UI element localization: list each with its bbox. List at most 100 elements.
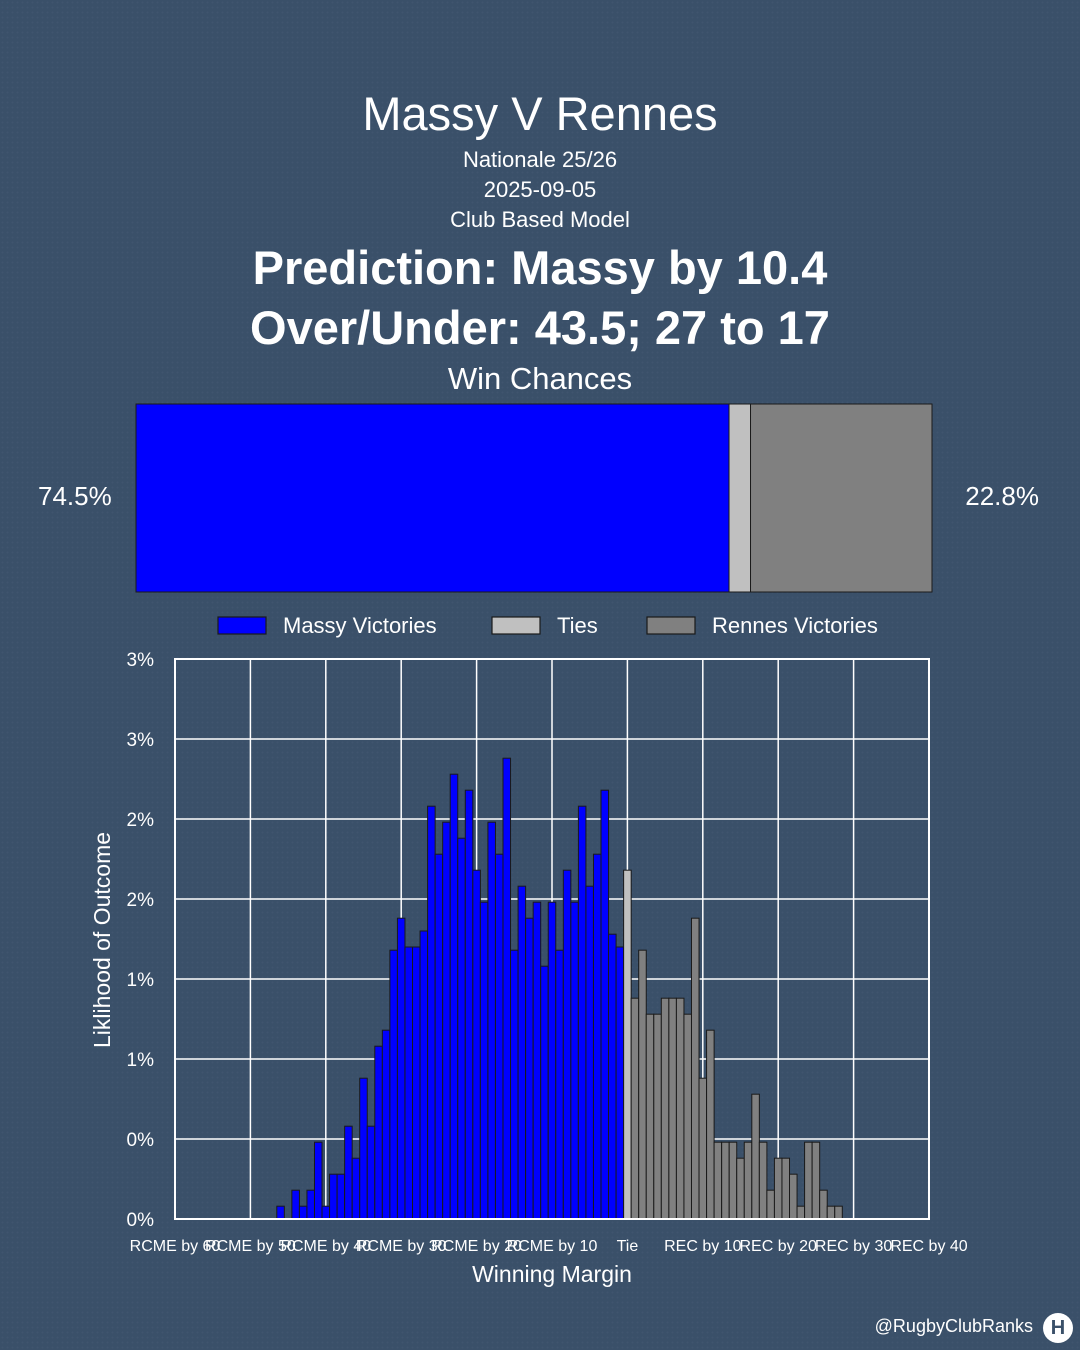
histogram-bar (570, 901, 579, 1220)
histogram-bar (623, 869, 632, 1220)
prediction-text: Prediction: Massy by 10.4 (252, 241, 828, 294)
x-tick-label: RCME by 40 (280, 1238, 371, 1255)
histogram-bar (758, 1141, 768, 1220)
x-tick-label: Tie (617, 1238, 639, 1255)
histogram-bar (336, 1173, 346, 1220)
histogram-bar (525, 917, 534, 1220)
histogram-bar (630, 997, 640, 1220)
histogram-bar (479, 901, 489, 1220)
histogram-bar (834, 1205, 843, 1220)
histogram-bar (502, 757, 512, 1220)
win-bar-home (135, 403, 730, 593)
histogram-bar (592, 853, 602, 1220)
histogram-bar (653, 1013, 662, 1220)
histogram-bar (690, 917, 700, 1220)
histogram-bar (427, 805, 436, 1220)
histogram-bar (713, 1141, 723, 1220)
histogram-bar (600, 789, 610, 1220)
histogram-bar (766, 1189, 775, 1220)
win-chances-title: Win Chances (447, 361, 633, 396)
x-tick-label: REC by 20 (740, 1238, 817, 1255)
histogram-bar (472, 869, 481, 1220)
histogram-bar (773, 1157, 783, 1220)
win-bar-away (750, 403, 933, 593)
legend-label: Ties (557, 613, 598, 638)
histogram-bar (668, 997, 677, 1220)
match-date: 2025-09-05 (483, 177, 597, 202)
over-under-text: Over/Under: 43.5; 27 to 17 (250, 301, 830, 354)
histogram-bar (819, 1189, 828, 1220)
histogram-bar (577, 805, 587, 1220)
home-win-percent: 74.5% (38, 481, 112, 511)
x-tick-label: REC by 30 (815, 1238, 892, 1255)
histogram-bar (321, 1205, 331, 1220)
histogram-bar (532, 901, 542, 1220)
page-title: Massy V Rennes (362, 87, 718, 140)
histogram-bar (698, 1077, 708, 1220)
x-tick-label: REC by 40 (890, 1238, 967, 1255)
histogram-bar (728, 1141, 738, 1220)
x-tick-label: RCME by 60 (130, 1238, 221, 1255)
histogram-bar (826, 1205, 836, 1220)
histogram-bar (434, 853, 444, 1220)
twitter-handle: @RugbyClubRanks (874, 1316, 1033, 1336)
histogram-bar (645, 1013, 655, 1220)
y-tick-label: 3% (127, 650, 155, 671)
y-tick-label: 0% (127, 1210, 155, 1231)
histogram-bar (449, 773, 459, 1220)
y-tick-label: 1% (127, 970, 155, 991)
x-tick-label: RCME by 50 (205, 1238, 296, 1255)
histogram-bar (751, 1093, 760, 1220)
histogram-bar (487, 821, 496, 1220)
histogram-bar (608, 933, 617, 1220)
histogram-bar (781, 1157, 791, 1220)
histogram-bar (706, 1029, 715, 1220)
plot-frame (174, 658, 930, 1220)
histogram-bar (585, 885, 594, 1220)
histogram-bar (555, 949, 564, 1220)
histogram-bar (804, 1141, 813, 1220)
histogram-bar (374, 1045, 383, 1220)
away-win-percent: 22.8% (965, 481, 1039, 511)
histogram-bar (743, 1141, 753, 1220)
histogram-bar (464, 789, 474, 1220)
histogram-bar (276, 1205, 285, 1220)
y-tick-label: 2% (127, 890, 155, 911)
histogram-bar (683, 1013, 692, 1220)
histogram-bar (313, 1141, 323, 1220)
histogram-bar (366, 1125, 376, 1220)
y-tick-label: 1% (127, 1050, 155, 1071)
histogram-bar (562, 869, 572, 1220)
histogram-bar (540, 965, 549, 1220)
histogram-bar (638, 949, 647, 1220)
histogram-bar (796, 1205, 806, 1220)
legend-label: Rennes Victories (712, 613, 878, 638)
y-tick-label: 3% (127, 730, 155, 751)
histogram-bar (457, 837, 466, 1220)
histogram-bar (351, 1157, 361, 1220)
histogram-bar (412, 946, 421, 1220)
histogram-bar (329, 1173, 338, 1220)
win-bar-tie (728, 403, 752, 593)
histogram-bar (291, 1189, 300, 1220)
histogram-bar (789, 1173, 798, 1220)
histogram-bar (510, 949, 519, 1220)
histogram-bar (344, 1125, 353, 1220)
competition-label: Nationale 25/26 (462, 147, 618, 172)
y-tick-label: 0% (127, 1130, 155, 1151)
model-label: Club Based Model (450, 207, 630, 232)
histogram-bar (615, 946, 625, 1220)
histogram-bar (811, 1141, 821, 1220)
x-axis-label: Winning Margin (472, 1261, 632, 1287)
legend-swatch (491, 616, 541, 635)
rugby-posts-logo-icon: H (1043, 1313, 1073, 1343)
histogram-bar (359, 1077, 368, 1220)
legend-label: Massy Victories (283, 613, 437, 638)
x-tick-label: REC by 10 (664, 1238, 741, 1255)
y-tick-label: 2% (127, 810, 155, 831)
legend-swatch (217, 616, 267, 635)
histogram-bar (736, 1157, 745, 1220)
x-tick-label: RCME by 10 (507, 1238, 598, 1255)
histogram-bar (381, 1029, 391, 1220)
histogram-bar (442, 821, 451, 1220)
